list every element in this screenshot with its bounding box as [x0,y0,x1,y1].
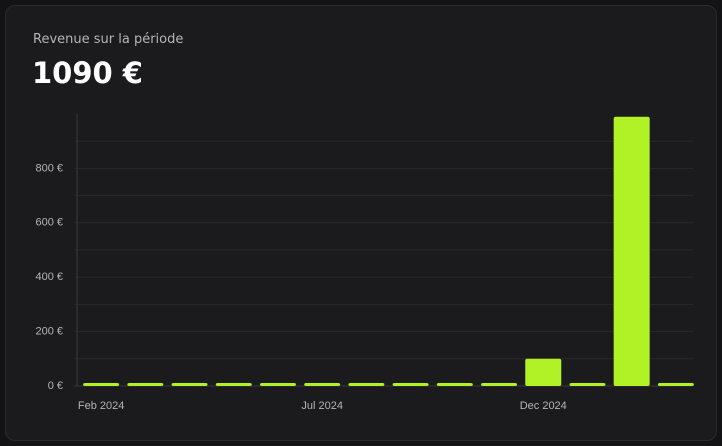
bar [171,383,208,386]
bar [525,358,562,386]
bar [657,383,694,386]
x-tick-label: Dec 2024 [520,400,567,412]
y-tick-label: 200 € [35,326,63,338]
bar [215,383,252,386]
card: Revenue sur la période 1090 € 0 € 200 € 40… [5,5,717,441]
bar [259,383,296,386]
bar [613,116,650,386]
bar [83,383,120,386]
bar [304,383,341,386]
y-tick-label: 0 € [48,380,63,392]
bar [348,383,385,386]
bar [481,383,518,386]
y-tick-label: 800 € [35,162,63,174]
bar [436,383,473,386]
x-tick-label: Jul 2024 [301,400,343,412]
y-tick-label: 400 € [35,271,63,283]
y-tick-label: 600 € [35,217,63,229]
x-tick-label: Feb 2024 [78,400,124,412]
bar [127,383,164,386]
chart-subtitle: Revenue sur la période [33,32,184,47]
chart: 0 € 200 € 400 € 600 € 800 € Feb 2024 Jul 2024 D… [35,114,694,412]
chart-title: 1090 € [32,56,143,90]
bar [392,383,429,386]
bar [569,383,606,386]
